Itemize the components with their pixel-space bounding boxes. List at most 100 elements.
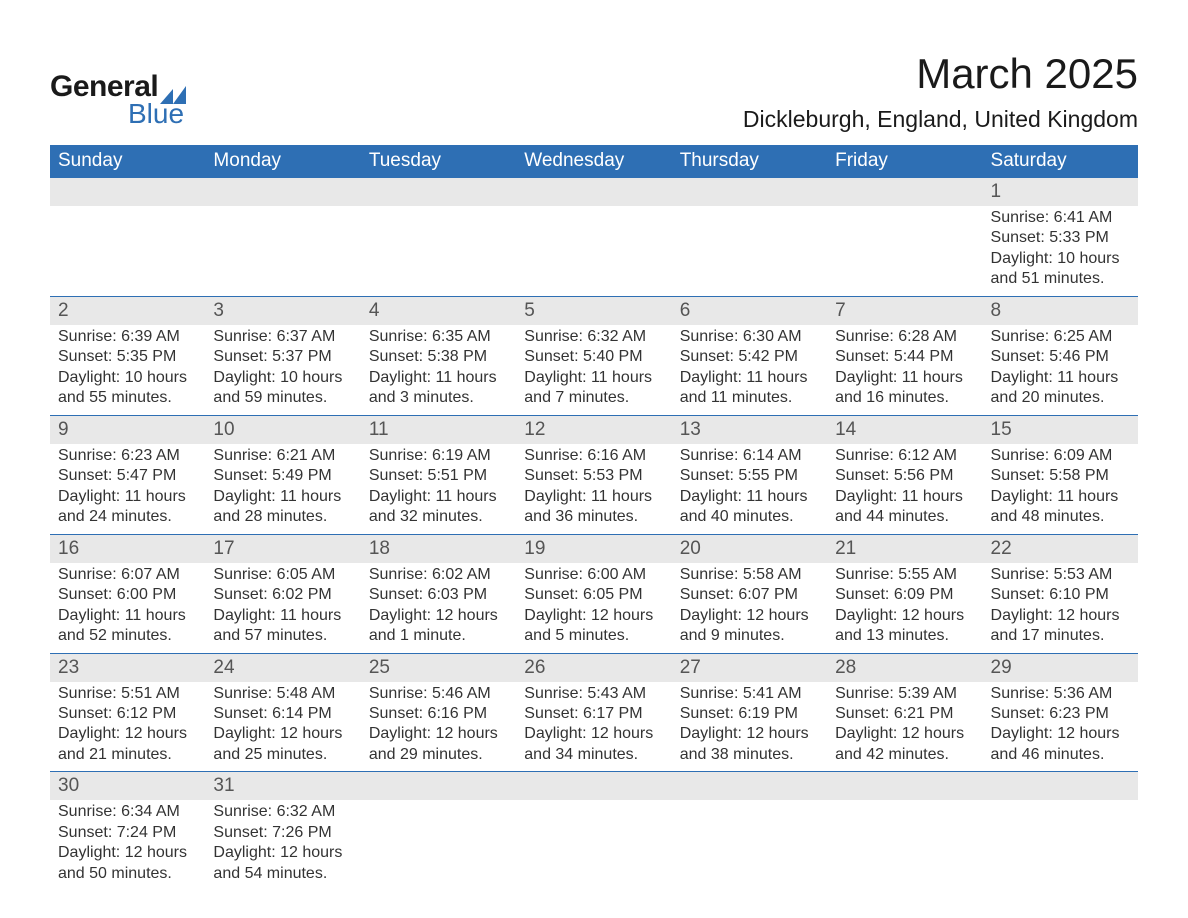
day-number-row: 19: [516, 535, 671, 563]
calendar-cell: 31Sunrise: 6:32 AMSunset: 7:26 PMDayligh…: [205, 772, 360, 890]
daylight1-text: Daylight: 12 hours: [58, 724, 197, 744]
daylight1-text: Daylight: 11 hours: [524, 487, 663, 507]
sunrise-text: Sunrise: 5:41 AM: [680, 684, 819, 704]
daylight2-text: and 1 minute.: [369, 626, 508, 646]
daylight1-text: Daylight: 11 hours: [680, 368, 819, 388]
day-number: 20: [680, 538, 701, 559]
day-number-row: 31: [205, 772, 360, 800]
day-number-row: 12: [516, 416, 671, 444]
day-number: 29: [991, 657, 1012, 678]
cell-body: Sunrise: 6:07 AMSunset: 6:00 PMDaylight:…: [50, 563, 205, 647]
day-number: 26: [524, 657, 545, 678]
day-number-row: 10: [205, 416, 360, 444]
calendar-week-row: 9Sunrise: 6:23 AMSunset: 5:47 PMDaylight…: [50, 415, 1138, 534]
cell-body: Sunrise: 5:39 AMSunset: 6:21 PMDaylight:…: [827, 682, 982, 766]
sunset-text: Sunset: 6:21 PM: [835, 704, 974, 724]
calendar-cell: 10Sunrise: 6:21 AMSunset: 5:49 PMDayligh…: [205, 416, 360, 534]
sunrise-text: Sunrise: 6:32 AM: [524, 327, 663, 347]
day-number-row: 7: [827, 297, 982, 325]
day-number-row: 20: [672, 535, 827, 563]
day-number: [369, 181, 374, 202]
calendar-cell-empty: [672, 772, 827, 890]
daylight2-text: and 21 minutes.: [58, 745, 197, 765]
sunset-text: Sunset: 6:00 PM: [58, 585, 197, 605]
sunrise-text: Sunrise: 5:55 AM: [835, 565, 974, 585]
day-number: 7: [835, 300, 846, 321]
day-number: [58, 181, 63, 202]
daylight1-text: Daylight: 10 hours: [991, 249, 1130, 269]
sunrise-text: Sunrise: 6:35 AM: [369, 327, 508, 347]
calendar-cell: 23Sunrise: 5:51 AMSunset: 6:12 PMDayligh…: [50, 654, 205, 772]
calendar-cell: 16 Sunrise: 6:07 AMSunset: 6:00 PMDayligh…: [50, 535, 205, 653]
calendar-cell: 22Sunrise: 5:53 AMSunset: 6:10 PMDayligh…: [983, 535, 1138, 653]
day-number-row: 18: [361, 535, 516, 563]
cell-body: Sunrise: 6:21 AMSunset: 5:49 PMDaylight:…: [205, 444, 360, 528]
weekday-header: Wednesday: [516, 145, 671, 178]
daylight1-text: Daylight: 11 hours: [835, 487, 974, 507]
daylight1-text: Daylight: 12 hours: [680, 724, 819, 744]
day-number: 6: [680, 300, 691, 321]
cell-body: Sunrise: 6:32 AMSunset: 5:40 PMDaylight:…: [516, 325, 671, 409]
day-number-row: 27: [672, 654, 827, 682]
daylight2-text: and 46 minutes.: [991, 745, 1130, 765]
sunset-text: Sunset: 5:51 PM: [369, 466, 508, 486]
brand-logo: General Blue: [50, 50, 186, 130]
sunrise-text: Sunrise: 6:34 AM: [58, 802, 197, 822]
sunset-text: Sunset: 7:24 PM: [58, 823, 197, 843]
day-number: 11: [369, 419, 389, 440]
sunset-text: Sunset: 6:17 PM: [524, 704, 663, 724]
calendar-cell: 18Sunrise: 6:02 AMSunset: 6:03 PMDayligh…: [361, 535, 516, 653]
logo-word-blue: Blue: [128, 98, 186, 130]
weekday-header-row: SundayMondayTuesdayWednesdayThursdayFrid…: [50, 145, 1138, 178]
daylight2-text: and 5 minutes.: [524, 626, 663, 646]
day-number-row: 8: [983, 297, 1138, 325]
sunset-text: Sunset: 5:35 PM: [58, 347, 197, 367]
day-number-row: [827, 772, 982, 800]
day-number: 2: [58, 300, 69, 321]
cell-body: Sunrise: 5:55 AMSunset: 6:09 PMDaylight:…: [827, 563, 982, 647]
daylight2-text: and 52 minutes.: [58, 626, 197, 646]
sunset-text: Sunset: 5:58 PM: [991, 466, 1130, 486]
cell-body: Sunrise: 6:14 AMSunset: 5:55 PMDaylight:…: [672, 444, 827, 528]
day-number: 12: [524, 419, 545, 440]
day-number-row: 17: [205, 535, 360, 563]
cell-body: [205, 206, 360, 284]
day-number: 4: [369, 300, 380, 321]
cell-body: Sunrise: 6:19 AMSunset: 5:51 PMDaylight:…: [361, 444, 516, 528]
cell-body: Sunrise: 6:25 AMSunset: 5:46 PMDaylight:…: [983, 325, 1138, 409]
daylight1-text: Daylight: 12 hours: [835, 606, 974, 626]
day-number-row: 23: [50, 654, 205, 682]
calendar-cell-empty: [516, 772, 671, 890]
calendar-week-row: 23Sunrise: 5:51 AMSunset: 6:12 PMDayligh…: [50, 653, 1138, 772]
calendar-cell: 13Sunrise: 6:14 AMSunset: 5:55 PMDayligh…: [672, 416, 827, 534]
cell-body: Sunrise: 6:02 AMSunset: 6:03 PMDaylight:…: [361, 563, 516, 647]
day-number: 16: [58, 538, 79, 559]
day-number-row: [672, 772, 827, 800]
calendar-cell: 25Sunrise: 5:46 AMSunset: 6:16 PMDayligh…: [361, 654, 516, 772]
day-number: 17: [213, 538, 234, 559]
sunrise-text: Sunrise: 5:48 AM: [213, 684, 352, 704]
calendar-cell-empty: [205, 178, 360, 296]
sunset-text: Sunset: 5:53 PM: [524, 466, 663, 486]
day-number-row: 26: [516, 654, 671, 682]
calendar-cell: 17 Sunrise: 6:05 AMSunset: 6:02 PMDayligh…: [205, 535, 360, 653]
daylight1-text: Daylight: 12 hours: [524, 724, 663, 744]
day-number: 31: [213, 775, 234, 796]
day-number: 3: [213, 300, 224, 321]
sunrise-text: Sunrise: 5:53 AM: [991, 565, 1130, 585]
sunrise-text: Sunrise: 6:41 AM: [991, 208, 1130, 228]
cell-body: Sunrise: 6:05 AMSunset: 6:02 PMDaylight:…: [205, 563, 360, 647]
daylight1-text: Daylight: 10 hours: [58, 368, 197, 388]
day-number-row: 24: [205, 654, 360, 682]
sunset-text: Sunset: 6:14 PM: [213, 704, 352, 724]
sunset-text: Sunset: 5:42 PM: [680, 347, 819, 367]
day-number: 27: [680, 657, 701, 678]
day-number-row: 29: [983, 654, 1138, 682]
calendar-week-row: 1Sunrise: 6:41 AMSunset: 5:33 PMDaylight…: [50, 178, 1138, 296]
daylight2-text: and 9 minutes.: [680, 626, 819, 646]
sunrise-text: Sunrise: 6:00 AM: [524, 565, 663, 585]
sunset-text: Sunset: 6:23 PM: [991, 704, 1130, 724]
location-subtitle: Dickleburgh, England, United Kingdom: [743, 106, 1138, 133]
month-title: March 2025: [743, 50, 1138, 98]
calendar-cell: 14Sunrise: 6:12 AMSunset: 5:56 PMDayligh…: [827, 416, 982, 534]
